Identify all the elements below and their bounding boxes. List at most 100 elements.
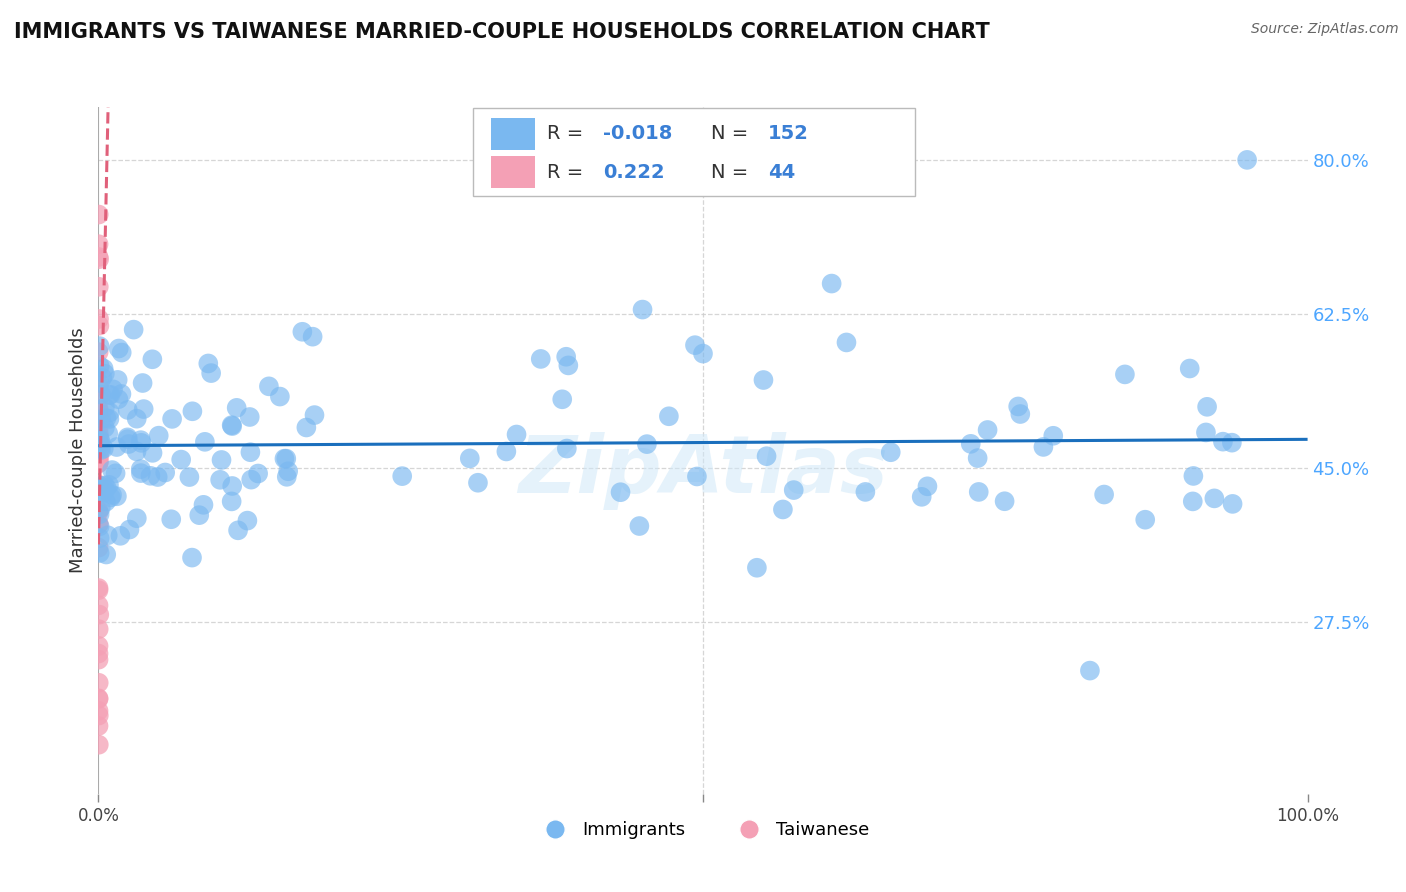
Point	[90, 442, 112, 457]
Point	[1181, 494, 1204, 508]
Text: -0.018: -0.018	[603, 124, 672, 144]
Point	[686, 469, 709, 483]
Point	[209, 473, 232, 487]
Text: R =: R =	[547, 124, 589, 144]
Point	[87, 622, 110, 636]
Point	[96, 411, 118, 425]
Point	[87, 583, 110, 598]
Point	[89, 507, 111, 521]
Point	[160, 412, 183, 426]
Point	[225, 401, 247, 415]
Point	[87, 401, 110, 416]
Point	[89, 531, 111, 545]
Point	[107, 373, 129, 387]
Point	[89, 437, 111, 451]
Point	[1195, 425, 1218, 440]
Point	[181, 404, 204, 418]
Point	[1178, 361, 1201, 376]
Point	[853, 484, 876, 499]
Point	[125, 444, 148, 458]
Text: IMMIGRANTS VS TAIWANESE MARRIED-COUPLE HOUSEHOLDS CORRELATION CHART: IMMIGRANTS VS TAIWANESE MARRIED-COUPLE H…	[14, 22, 990, 42]
Point	[530, 351, 553, 366]
Point	[87, 427, 110, 442]
Point	[93, 361, 115, 376]
Point	[1042, 429, 1064, 443]
Point	[87, 738, 110, 752]
Point	[87, 505, 110, 519]
Point	[976, 423, 998, 437]
Point	[1222, 497, 1244, 511]
Point	[1114, 368, 1136, 382]
Point	[98, 388, 121, 402]
Point	[87, 409, 110, 423]
Point	[87, 429, 110, 443]
Point	[301, 329, 323, 343]
Point	[745, 560, 768, 574]
Point	[94, 483, 117, 497]
Point	[90, 412, 112, 426]
Point	[110, 529, 132, 543]
Point	[197, 356, 219, 370]
Point	[129, 466, 152, 480]
Point	[193, 498, 215, 512]
Point	[131, 376, 153, 390]
Point	[107, 392, 129, 407]
Point	[87, 647, 110, 661]
Point	[269, 390, 291, 404]
Point	[118, 437, 141, 451]
Point	[89, 519, 111, 533]
Point	[87, 581, 110, 595]
Point	[125, 411, 148, 425]
Point	[966, 451, 988, 466]
Point	[89, 434, 111, 449]
Point	[239, 409, 262, 424]
Point	[93, 485, 115, 500]
Point	[87, 345, 110, 359]
Point	[93, 442, 115, 456]
Point	[87, 517, 110, 532]
Point	[94, 367, 117, 381]
Point	[236, 514, 259, 528]
Point	[87, 422, 110, 436]
Point	[87, 378, 110, 392]
Point	[131, 435, 153, 450]
Point	[148, 428, 170, 442]
Point	[1010, 407, 1032, 421]
Point	[87, 279, 110, 293]
Point	[94, 494, 117, 508]
Point	[391, 469, 413, 483]
Point	[129, 462, 152, 476]
Point	[160, 512, 183, 526]
Point	[89, 376, 111, 390]
Point	[87, 719, 110, 733]
Point	[98, 405, 121, 419]
Point	[1078, 664, 1101, 678]
Point	[97, 528, 120, 542]
Point	[200, 366, 222, 380]
Legend: Immigrants, Taiwanese: Immigrants, Taiwanese	[530, 814, 876, 847]
Point	[1236, 153, 1258, 167]
Point	[1135, 513, 1157, 527]
Point	[118, 523, 141, 537]
Point	[273, 451, 295, 466]
Point	[304, 408, 326, 422]
Point	[967, 484, 990, 499]
Y-axis label: Married-couple Households: Married-couple Households	[69, 327, 87, 574]
Point	[141, 446, 163, 460]
FancyBboxPatch shape	[474, 109, 915, 196]
Point	[139, 468, 162, 483]
Point	[110, 387, 132, 401]
Point	[117, 403, 139, 417]
Point	[89, 339, 111, 353]
Point	[631, 302, 654, 317]
Point	[96, 481, 118, 495]
Point	[104, 467, 127, 481]
Point	[555, 350, 578, 364]
Point	[752, 373, 775, 387]
Point	[87, 708, 110, 723]
Text: 0.222: 0.222	[603, 163, 664, 182]
Point	[295, 420, 318, 434]
Point	[87, 477, 110, 491]
Point	[146, 470, 169, 484]
Point	[132, 402, 155, 417]
